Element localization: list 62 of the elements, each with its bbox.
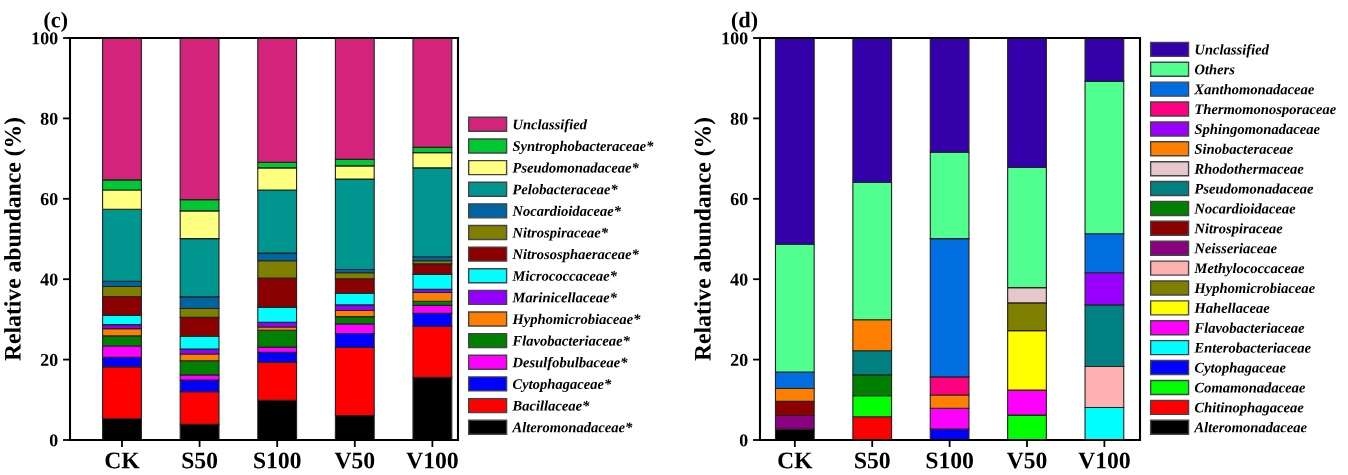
y-tick-label: 80 xyxy=(730,112,748,125)
x-tick-label: S100 xyxy=(926,452,973,469)
legend-label: Pseudomonadaceae xyxy=(1194,183,1314,194)
legend-label: Alteromonadaceae xyxy=(1193,422,1307,433)
y-tick-label: 80 xyxy=(40,112,58,125)
legend-label: Thermomonosporaceae xyxy=(1195,103,1336,118)
legend-label: Marinicellaceae* xyxy=(512,292,617,303)
legend-label: Nitrososphaeraceae* xyxy=(512,248,639,263)
legend-label: Cytophagaceae xyxy=(1194,362,1286,376)
legend-label: Pseudomonadaceae* xyxy=(512,162,639,173)
legend-label: Flavobacteriaceae xyxy=(1194,322,1305,333)
y-axis-title: Relative abundance (%) xyxy=(4,118,26,361)
legend-label: Pelobacteraceae* xyxy=(512,184,618,195)
legend-label: Hyphomicrobiaceae* xyxy=(512,313,641,328)
legend-label: Alteromonadaceae* xyxy=(511,422,633,433)
y-tick-label: 0 xyxy=(49,434,58,447)
legend-label: Xanthomonadaceae xyxy=(1194,84,1314,95)
legend-label: Methylococcaceae xyxy=(1194,262,1305,277)
y-tick-label: 100 xyxy=(722,32,748,45)
x-tick-label: V100 xyxy=(1078,452,1130,469)
legend-label: Nocardioidaceae* xyxy=(512,205,622,216)
y-tick-label: 0 xyxy=(739,434,748,447)
legend-label: Others xyxy=(1194,64,1235,75)
legend-label: Flavobacteriaceae* xyxy=(512,335,630,346)
x-tick-label: S50 xyxy=(855,452,890,469)
legend-label: Sphingomonadaceae xyxy=(1194,123,1320,137)
legend-label: Syntrophobacteraceae* xyxy=(512,140,654,155)
x-tick-label: V100 xyxy=(406,452,458,469)
legend-label: Chitinophagaceae xyxy=(1194,402,1304,416)
legend-label: Enterobacteriaceae xyxy=(1194,342,1311,353)
legend-label: Bacillaceae* xyxy=(512,400,590,411)
x-tick-label: S100 xyxy=(254,452,301,469)
legend-label: Unclassified xyxy=(513,119,588,133)
x-tick-label: V50 xyxy=(334,452,375,469)
legend-label: Unclassified xyxy=(1195,44,1270,58)
x-tick-label: V50 xyxy=(1006,452,1047,469)
bar xyxy=(412,291,453,302)
legend-label: Sinobacteraceae xyxy=(1194,143,1293,154)
legend-label: Comamonadaceae xyxy=(1194,382,1306,393)
chart-title: (c) xyxy=(44,11,68,32)
legend-label: Rhodothermaceae xyxy=(1194,163,1304,174)
y-axis-title: Relative abundance (%) xyxy=(694,118,716,361)
y-tick-label: 20 xyxy=(730,353,748,367)
x-tick-label: CK xyxy=(778,452,813,469)
legend-label: Nocardioidaceae xyxy=(1194,203,1296,214)
y-tick-label: 60 xyxy=(40,193,58,206)
y-tick-label: 20 xyxy=(40,353,58,367)
x-tick-label: CK xyxy=(105,452,140,469)
y-tick-label: 40 xyxy=(40,273,58,286)
y-tick-label: 60 xyxy=(730,193,748,206)
legend-label: Nitrospiraceae* xyxy=(512,227,609,241)
legend-label: Micrococcaceae* xyxy=(512,270,617,281)
legend-label: Hyphomicrobiaceae xyxy=(1194,282,1315,297)
legend-label: Desulfobulbaceae* xyxy=(512,356,628,371)
legend-label: Neisseriaceae xyxy=(1194,243,1277,254)
legend-label: Hahellaceae xyxy=(1194,302,1270,314)
legend-label: Cytophagaceae* xyxy=(512,378,612,393)
chart-title: (d) xyxy=(731,11,758,32)
x-tick-label: S50 xyxy=(182,452,218,469)
y-tick-label: 100 xyxy=(32,32,58,45)
y-tick-label: 40 xyxy=(730,273,748,286)
legend-label: Nitrospiraceae xyxy=(1194,223,1283,237)
